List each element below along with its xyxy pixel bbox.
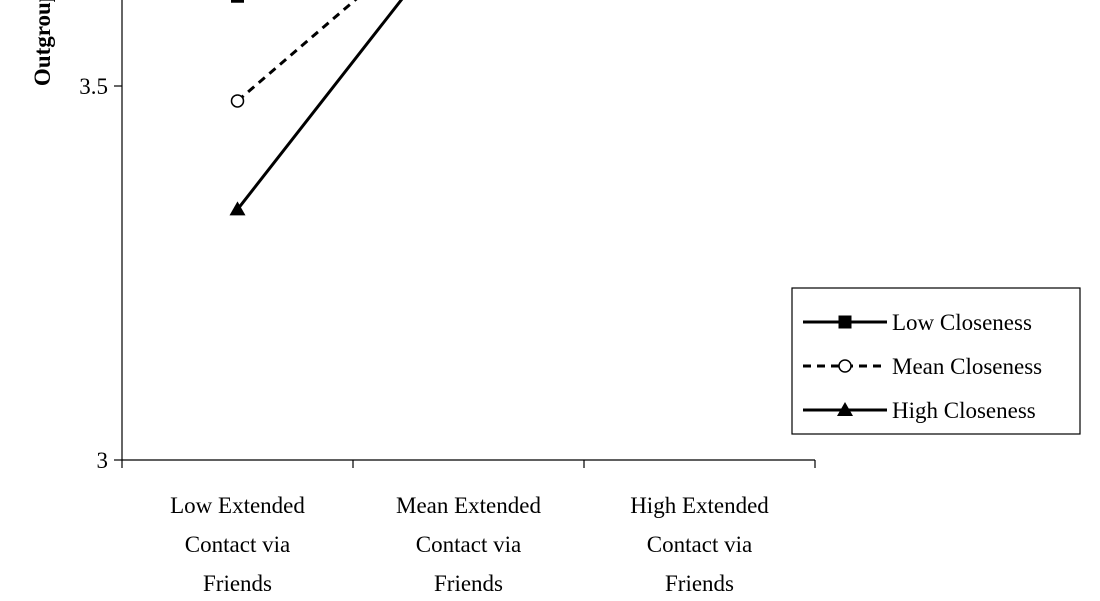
series-line [236,0,358,103]
x-tick-label-line: Contact via [647,532,752,557]
legend-item: Mean Closeness [803,354,1042,379]
legend: Low Closeness Mean Closeness High Closenes… [791,287,1081,435]
x-tick-label: High Extended Contact via Friends [630,493,769,596]
legend-label: Low Closeness [892,310,1032,335]
x-tick-label-line: Contact via [185,532,290,557]
x-tick-label-line: Friends [203,571,272,596]
series-layer [229,0,404,216]
x-tick-label: Low Extended Contact via Friends [170,493,305,596]
x-tick-label-line: Low Extended [170,493,305,518]
legend-item: Low Closeness [803,310,1032,335]
x-tick-label-line: High Extended [630,493,769,518]
series-circle [230,0,358,108]
legend-item: High Closeness [803,398,1036,423]
y-tick-label: 3 [97,448,109,473]
legend-label: High Closeness [892,398,1036,423]
data-point [231,0,244,3]
legend-label: Mean Closeness [892,354,1042,379]
x-tick-label-line: Mean Extended [396,493,541,518]
series-square [231,0,244,3]
legend-marker [838,315,852,329]
legend-marker [838,359,852,373]
data-point [230,94,245,108]
y-axis-title: Outgroup trust [30,0,55,86]
x-tick-label-line: Friends [434,571,503,596]
data-point [229,201,246,216]
series-line [236,0,404,211]
series-triangle [229,0,404,216]
x-tick-label-line: Friends [665,571,734,596]
legend-marker [837,402,853,416]
x-tick-label: Mean Extended Contact via Friends [396,493,541,596]
x-tick-label-line: Contact via [416,532,521,557]
y-tick-label: 3.5 [79,74,108,99]
